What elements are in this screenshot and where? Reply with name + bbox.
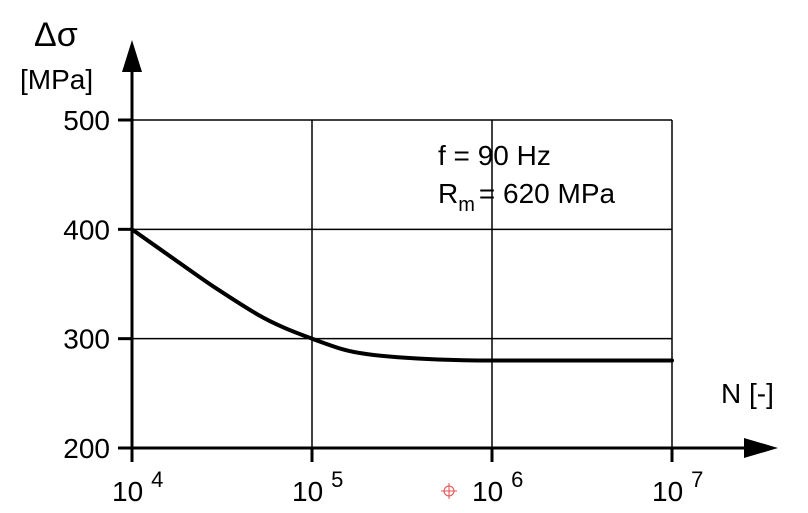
y-axis-symbol: Δσ xyxy=(34,16,78,54)
grid xyxy=(132,119,673,448)
y-tick-label: 500 xyxy=(63,105,110,136)
annotation-frequency: f = 90 Hz xyxy=(438,140,551,171)
y-axis-arrowhead xyxy=(122,40,142,72)
x-axis-label: N [-] xyxy=(721,378,774,409)
x-tick-label: 10 4 xyxy=(112,467,163,507)
x-tick-label: 10 5 xyxy=(292,467,343,507)
annotation-rm-main: R xyxy=(438,178,458,209)
y-tick-label: 300 xyxy=(63,324,110,355)
annotation-rm: Rm = 620 MPa xyxy=(438,178,616,216)
series-line xyxy=(130,227,674,363)
y-tick-label: 200 xyxy=(63,433,110,464)
axes xyxy=(122,40,778,458)
y-axis-unit: [MPa] xyxy=(20,64,93,95)
center-marker xyxy=(441,483,457,499)
y-tick-label: 400 xyxy=(63,214,110,245)
x-axis-arrowhead xyxy=(744,438,778,458)
x-tick-label: 10 6 xyxy=(472,467,523,507)
annotation-rm-sub: m xyxy=(458,194,475,216)
annotation-rm-rest: = 620 MPa xyxy=(479,178,616,209)
tick-marks xyxy=(118,118,674,462)
x-tick-label: 10 7 xyxy=(652,467,703,507)
tick-labels: 200 300 400 500 10 4 10 5 10 6 10 7 xyxy=(63,105,703,507)
